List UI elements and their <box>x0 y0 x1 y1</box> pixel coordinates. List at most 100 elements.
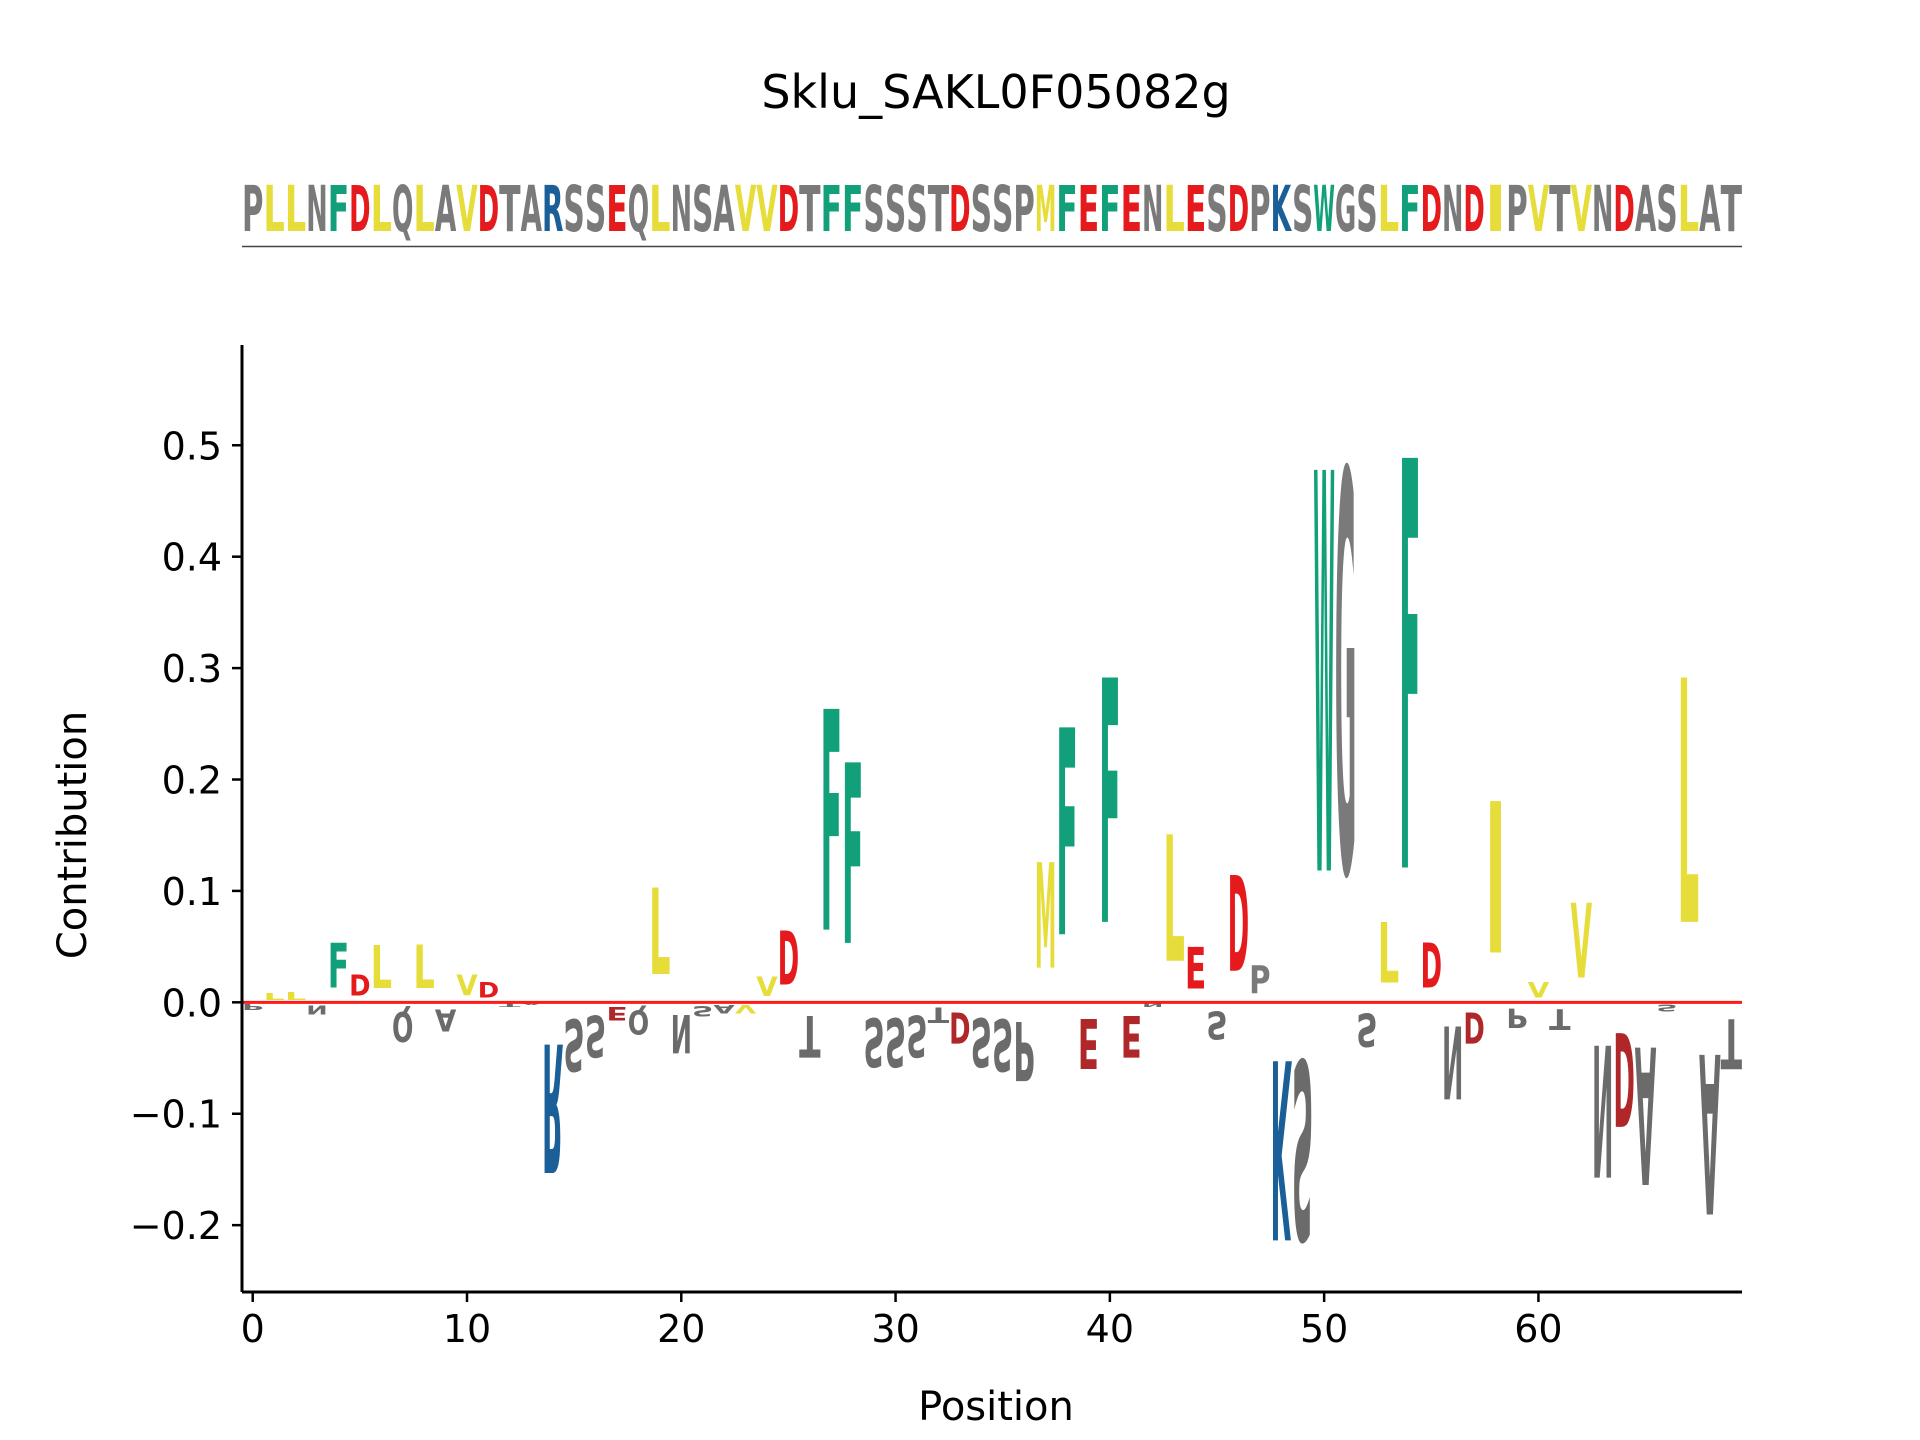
contribution-letter: A <box>1635 1003 1656 1223</box>
contribution-letter: V <box>1528 978 1549 1003</box>
contribution-letter: V <box>756 972 777 1002</box>
sequence-letter: F <box>842 173 863 246</box>
sequence-letter: S <box>563 172 584 246</box>
contribution-letter: S <box>863 1002 884 1079</box>
contribution-letter: Q <box>392 1001 413 1049</box>
contribution-letter: L <box>1378 905 1399 1002</box>
sequence-letter: A <box>1635 173 1657 247</box>
contribution-letter: A <box>1699 1003 1720 1258</box>
sequence-letter: S <box>1206 172 1227 246</box>
contribution-letter: L <box>413 934 434 1003</box>
sequence-letter: L <box>1163 172 1184 246</box>
sequence-letter: W <box>1313 174 1334 247</box>
sequence-letter: S <box>1356 172 1377 246</box>
y-axis: −0.2 −0.1 0.0 0.1 0.2 0.3 0.4 0.5 <box>130 345 244 1292</box>
contribution-letter: E <box>1185 935 1206 1002</box>
sequence-letter: R <box>542 173 563 247</box>
contribution-letter: S <box>971 1002 992 1079</box>
contribution-letter: V <box>456 969 478 1003</box>
contribution-letter: S <box>563 1002 584 1086</box>
y-tick-label: 0.5 <box>162 424 222 468</box>
contribution-letter: P <box>242 1002 263 1011</box>
y-tick-label: 0.4 <box>162 536 222 580</box>
sequence-letter: S <box>692 172 713 246</box>
contribution-letter: T <box>928 1002 950 1026</box>
sequence-letter: D <box>1613 173 1634 246</box>
sequence-letter: E <box>1185 173 1206 246</box>
sequence-letter: S <box>585 172 606 246</box>
sequence-letter: D <box>949 173 970 246</box>
contribution-letter: F <box>328 929 349 1002</box>
contribution-letter: F <box>821 648 842 1001</box>
x-tick-label: 10 <box>443 1307 491 1351</box>
sequence-letter: T <box>1549 173 1570 246</box>
contribution-letter: Q <box>628 1002 649 1040</box>
contribution-letter: A <box>435 1002 457 1038</box>
sequence-letter: I <box>1485 173 1506 246</box>
sequence-letter: E <box>1078 173 1099 246</box>
sequence-letter: T <box>799 173 820 246</box>
sequence-letter: K <box>1271 173 1293 246</box>
contribution-letter: L <box>649 864 670 1003</box>
sequence-letter: N <box>306 173 327 246</box>
sequence-letter: N <box>1592 173 1613 246</box>
sequence-letter: L <box>1678 172 1699 246</box>
sequence-letter: S <box>863 172 884 246</box>
sequence-letter: T <box>499 173 520 246</box>
contribution-letter: P <box>1249 958 1270 1003</box>
sequence-letter: T <box>1721 173 1742 246</box>
sequence-letter: F <box>1099 173 1120 246</box>
y-tick-label: 0.3 <box>162 647 222 691</box>
sequence-letter: V <box>456 173 478 247</box>
contribution-letter: S <box>585 1002 606 1068</box>
contribution-letter: L <box>1678 612 1699 1002</box>
contribution-letter: S <box>1292 1002 1313 1287</box>
contribution-letter: V <box>735 1002 757 1015</box>
x-axis: 0 10 20 30 40 50 60 <box>241 1290 1742 1351</box>
sequence-letter: D <box>1421 173 1442 246</box>
x-tick-label: 40 <box>1086 1307 1134 1351</box>
contribution-letter: N <box>1592 1002 1613 1212</box>
sequence-letter: L <box>263 172 284 246</box>
sequence-letter: E <box>1121 173 1142 246</box>
contribution-letter: N <box>671 1002 692 1063</box>
contribution-letter: F <box>1399 346 1420 1000</box>
sequence-letter: G <box>1335 173 1356 246</box>
contribution-letter: D <box>778 916 799 1003</box>
contribution-letter: T <box>1549 1002 1571 1035</box>
contribution-letter: F <box>1099 612 1120 1002</box>
contribution-letter: D <box>1421 931 1442 1003</box>
x-tick-label: 50 <box>1300 1307 1348 1351</box>
sequence-letter: V <box>756 173 778 247</box>
sequence-letter: D <box>478 173 499 246</box>
sequence-letter: F <box>1399 173 1420 246</box>
sequence-letter: P <box>242 172 263 246</box>
contribution-letter: N <box>1142 1002 1163 1007</box>
sequence-letter: Q <box>628 173 649 247</box>
sequence-letter: A <box>713 173 735 247</box>
contribution-letter: L <box>263 991 285 1002</box>
y-tick-label: −0.1 <box>130 1093 222 1137</box>
sequence-letter: N <box>1442 173 1463 246</box>
contribution-letter: E <box>1078 1002 1099 1082</box>
contribution-letter: K <box>1271 1002 1292 1287</box>
sequence-letter: S <box>971 172 992 246</box>
sequence-letter: S <box>885 172 906 246</box>
contribution-letter: E <box>1121 1002 1142 1069</box>
sequence-letter: V <box>1528 173 1550 247</box>
contribution-letter: T <box>499 1002 521 1008</box>
contribution-letter: M <box>1035 835 1056 1003</box>
sequence-letter: L <box>413 172 434 246</box>
x-tick-label: 60 <box>1514 1307 1562 1351</box>
contribution-letter: L <box>371 934 392 1003</box>
contribution-letter: E <box>606 1002 627 1024</box>
sequence-letter: D <box>349 173 370 246</box>
contribution-letter: S <box>992 1002 1013 1086</box>
sequence-letter: A <box>1699 173 1721 247</box>
contribution-letter: F <box>1056 671 1077 1001</box>
contribution-letter: I <box>1485 760 1506 1001</box>
